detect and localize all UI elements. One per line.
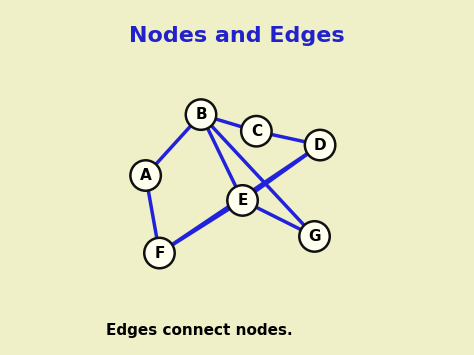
Circle shape bbox=[144, 238, 175, 268]
Text: C: C bbox=[251, 124, 262, 139]
Circle shape bbox=[299, 221, 330, 252]
Text: D: D bbox=[314, 137, 327, 153]
Text: F: F bbox=[154, 246, 164, 261]
Text: B: B bbox=[195, 107, 207, 122]
Text: G: G bbox=[308, 229, 321, 244]
Circle shape bbox=[130, 160, 161, 191]
Text: E: E bbox=[237, 193, 248, 208]
Circle shape bbox=[305, 130, 335, 160]
Circle shape bbox=[186, 99, 216, 130]
Text: Nodes and Edges: Nodes and Edges bbox=[129, 26, 345, 45]
Circle shape bbox=[241, 116, 272, 146]
Circle shape bbox=[228, 185, 258, 216]
Text: Edges connect nodes.: Edges connect nodes. bbox=[106, 323, 292, 338]
Text: A: A bbox=[140, 168, 152, 183]
